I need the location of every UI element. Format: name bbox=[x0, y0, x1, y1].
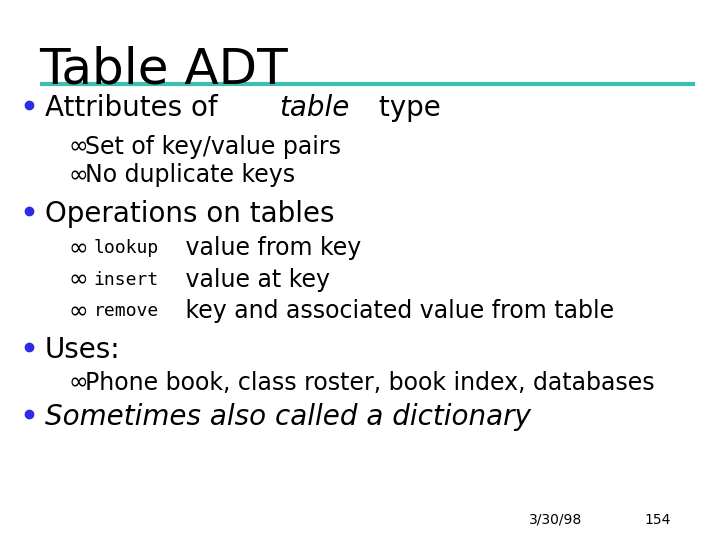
Text: Sometimes also called a dictionary: Sometimes also called a dictionary bbox=[45, 403, 531, 431]
Text: ∞: ∞ bbox=[68, 237, 88, 260]
Text: 3/30/98: 3/30/98 bbox=[529, 512, 582, 526]
Text: remove: remove bbox=[94, 302, 159, 320]
Text: table: table bbox=[279, 94, 349, 122]
Text: Attributes of: Attributes of bbox=[45, 94, 226, 122]
Text: key and associated value from table: key and associated value from table bbox=[178, 299, 614, 323]
Text: value from key: value from key bbox=[178, 237, 361, 260]
Text: Table ADT: Table ADT bbox=[40, 46, 288, 94]
Text: 154: 154 bbox=[644, 512, 671, 526]
Text: insert: insert bbox=[94, 271, 159, 289]
Text: ∞: ∞ bbox=[68, 371, 88, 395]
Text: ∞: ∞ bbox=[68, 163, 88, 187]
Text: No duplicate keys: No duplicate keys bbox=[85, 163, 295, 187]
Text: Operations on tables: Operations on tables bbox=[45, 200, 334, 228]
Text: ∞: ∞ bbox=[68, 135, 88, 159]
Text: ∞: ∞ bbox=[68, 268, 88, 292]
Text: ∞: ∞ bbox=[68, 299, 88, 323]
Text: Uses:: Uses: bbox=[45, 336, 120, 364]
Text: Set of key/value pairs: Set of key/value pairs bbox=[85, 135, 341, 159]
Text: Phone book, class roster, book index, databases: Phone book, class roster, book index, da… bbox=[85, 371, 654, 395]
Text: lookup: lookup bbox=[94, 239, 159, 258]
Text: type: type bbox=[369, 94, 441, 122]
Text: value at key: value at key bbox=[178, 268, 330, 292]
